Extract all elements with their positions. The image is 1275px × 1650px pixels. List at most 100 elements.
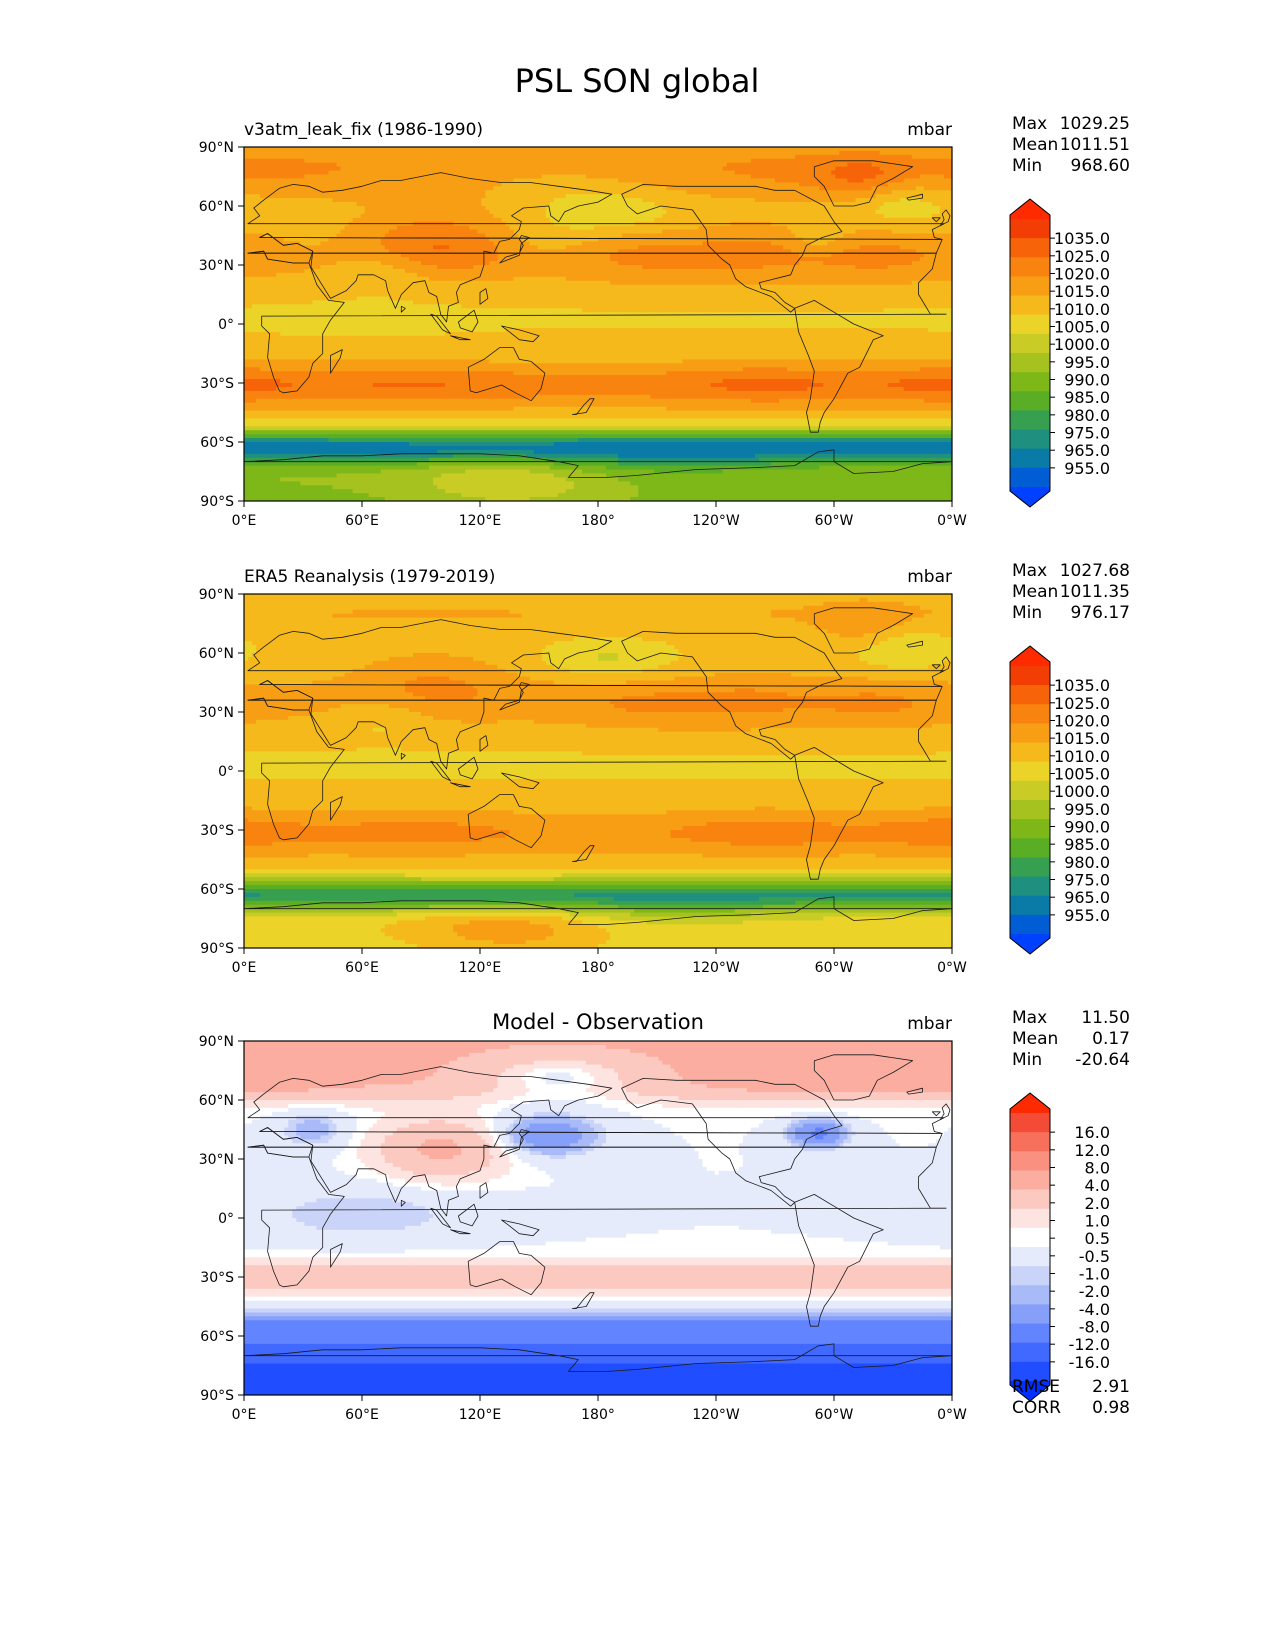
- stat-min-value: 968.60: [1071, 156, 1130, 176]
- field-cell: [244, 162, 338, 168]
- field-cell: [244, 1391, 952, 1395]
- field-cell: [244, 1320, 952, 1325]
- field-cell: [606, 928, 952, 933]
- field-cell: [795, 617, 913, 623]
- field-cell: [606, 1139, 688, 1144]
- field-cell: [501, 1107, 619, 1113]
- field-cell: [565, 276, 952, 282]
- coastline-10: [458, 1203, 479, 1227]
- field-cell: [400, 1166, 482, 1172]
- field-cell: [835, 174, 877, 180]
- field-cell: [573, 481, 631, 486]
- field-cell: [521, 1159, 704, 1164]
- colorbar-segment: [1010, 742, 1050, 763]
- panel-top: v3atm_leak_fix (1986-1990) mbar 0°E 60°E 120…: [199, 114, 1130, 529]
- field-cell: [244, 268, 305, 274]
- field-cell: [545, 1241, 889, 1247]
- coastline-3: [467, 1241, 546, 1296]
- field-cell: [585, 1060, 663, 1066]
- field-cell: [863, 178, 905, 183]
- field-cell: [851, 1123, 881, 1129]
- field-cell: [364, 664, 499, 670]
- field-cell: [380, 1143, 422, 1148]
- field-cell: [244, 1111, 273, 1117]
- field-cell: [493, 1139, 503, 1144]
- field-cell: [791, 1111, 849, 1117]
- colorbar-segment: [1010, 1227, 1050, 1248]
- field-cell: [513, 1096, 607, 1101]
- field-cell: [923, 253, 952, 258]
- field-cell: [638, 485, 952, 490]
- field-cell: [473, 265, 643, 270]
- field-cell: [244, 900, 599, 906]
- field-cell: [404, 1178, 490, 1184]
- field-cell: [336, 1107, 374, 1113]
- field-cell: [618, 1072, 680, 1077]
- colorbar-segment: [1010, 295, 1050, 316]
- field-cell: [388, 296, 952, 301]
- field-cell: [497, 257, 611, 262]
- field-cell: [336, 1131, 354, 1136]
- field-cell: [513, 229, 663, 235]
- field-cell: [674, 1131, 748, 1136]
- field-cell: [662, 213, 885, 219]
- field-cell: [618, 653, 684, 658]
- field-cell: [795, 233, 844, 239]
- field-cell: [525, 1186, 952, 1192]
- field-cell: [469, 920, 531, 925]
- field-cell: [244, 656, 249, 662]
- field-cell: [569, 912, 631, 918]
- field-cell: [457, 1056, 659, 1062]
- field-cell: [408, 708, 627, 713]
- field-cell: [831, 822, 881, 827]
- field-cell: [847, 178, 865, 183]
- field-cell: [300, 1135, 322, 1140]
- field-cell: [244, 735, 952, 741]
- field-cell: [581, 1119, 595, 1125]
- field-cell: [770, 613, 925, 619]
- field-cell: [244, 300, 313, 305]
- stat-min-value: -20.64: [1075, 1050, 1130, 1070]
- field-cell: [244, 790, 952, 796]
- colorbar-segment: [1010, 895, 1050, 916]
- field-cell: [493, 1245, 941, 1251]
- field-cell: [489, 1127, 495, 1133]
- field-cell: [762, 904, 952, 910]
- field-cell: [244, 1363, 952, 1369]
- field-cell: [469, 1170, 511, 1176]
- field-cell: [549, 1182, 952, 1188]
- field-cell: [404, 1225, 696, 1231]
- field-cell: [244, 347, 952, 353]
- field-cell: [835, 237, 952, 242]
- field-cell: [497, 1100, 531, 1105]
- field-cell: [244, 1159, 334, 1164]
- colorbar: 1035.01025.01020.01015.01010.01005.01000…: [1009, 198, 1110, 508]
- field-cell: [943, 1131, 952, 1136]
- field-cell: [513, 1127, 527, 1133]
- field-cell: [288, 1123, 297, 1129]
- field-cell: [662, 1123, 760, 1129]
- field-cell: [899, 708, 952, 713]
- field-cell: [521, 1131, 583, 1136]
- field-cell: [244, 1257, 952, 1262]
- field-cell: [461, 719, 499, 725]
- field-cell: [702, 1159, 744, 1164]
- field-cell: [332, 1135, 354, 1140]
- field-cell: [489, 1147, 503, 1152]
- field-cell: [372, 660, 486, 666]
- colorbar-segment: [1010, 276, 1050, 297]
- field-cell: [244, 700, 611, 705]
- field-cell: [501, 1147, 507, 1152]
- stat-mean-value: 1011.35: [1060, 582, 1130, 602]
- field-cell: [618, 656, 680, 662]
- field-cell: [485, 206, 547, 211]
- colorbar-label: 12.0: [1074, 1141, 1110, 1160]
- field-cell: [489, 209, 547, 215]
- field-cell: [509, 225, 571, 231]
- field-cell: [618, 477, 952, 482]
- field-cell: [244, 889, 952, 894]
- field-cell: [408, 257, 499, 262]
- field-cell: [244, 359, 490, 364]
- field-cell: [244, 1206, 297, 1211]
